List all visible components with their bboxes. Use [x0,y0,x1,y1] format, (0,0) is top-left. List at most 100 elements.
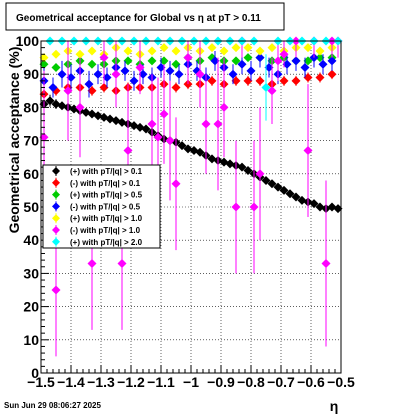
data-point [231,56,241,66]
data-point [147,119,157,129]
data-point [45,96,55,106]
x-tick-label: −1.4 [57,374,85,390]
data-point [267,179,277,189]
chart-title: Geometrical acceptance for Global vs η a… [16,13,261,24]
y-tick-label: 80 [23,99,39,115]
legend-label: (+) with pT/|q| > 0.1 [70,167,143,176]
x-tick-label: −1.2 [117,374,145,390]
legend-label: (-) with pT/|q| > 0.1 [70,179,141,188]
data-point [207,76,217,86]
data-point [147,46,157,56]
data-point [156,63,166,73]
data-point [51,49,61,59]
data-point [327,56,337,66]
data-point [255,76,265,86]
x-tick-label: −1 [183,374,199,390]
series-0 [39,94,343,214]
data-point [243,165,253,175]
data-point [279,49,289,59]
data-point [231,202,241,212]
legend-label: (-) with pT/|q| > 1.0 [70,226,141,235]
y-tick-label: 30 [23,265,39,281]
data-point [264,63,274,73]
data-point [231,76,241,86]
data-point [318,59,328,69]
data-point [210,56,220,66]
data-point [87,258,97,268]
data-point [243,43,253,53]
data-point [159,43,169,53]
x-tick-label: −1.3 [87,374,115,390]
data-point [273,182,283,192]
x-tick-label: −0.9 [207,374,235,390]
data-point [159,56,169,66]
x-axis: −1.5 −1.4 −1.3 −1.2 −1.1 −1 −0.9 −0.8 −0.7 −0.6 −0… [27,365,355,390]
data-point [207,43,217,53]
data-point [243,53,253,63]
legend-marker [52,237,60,246]
y-tick-label: 90 [23,66,39,82]
x-tick-label: −0.6 [297,374,325,390]
data-point [279,185,289,195]
data-point [315,73,325,83]
data-point [261,82,271,92]
x-axis-title: η [330,398,339,414]
data-point [201,119,211,129]
data-point [123,46,133,56]
data-point [291,192,301,202]
data-point [255,53,265,63]
data-point [327,69,337,79]
x-tick-label: −0.7 [267,374,295,390]
plot-grid [41,41,341,373]
legend-label: (+) with pT/|q| > 0.5 [70,191,143,200]
y-tick-label: 60 [23,166,39,182]
legend-marker [52,214,60,223]
data-point [303,56,313,66]
data-point [51,63,61,73]
y-tick-label: 20 [23,299,39,315]
x-tick-label: −1.1 [147,374,175,390]
legend-label: (+) with pT/|q| > 2.0 [70,238,143,247]
data-point [123,146,133,156]
data-point [291,56,301,66]
legend-marker [52,202,60,211]
data-point [39,53,49,63]
title-box [5,2,285,31]
data-point [87,86,97,96]
x-tick-label: −0.8 [237,374,265,390]
data-point [171,59,181,69]
y-axis-title: Geometrical acceptance (%) [6,47,22,234]
y-tick-label: 40 [23,232,39,248]
y-tick-label: 100 [16,33,40,49]
data-point [51,285,61,295]
data-point [129,76,139,86]
data-point [39,132,49,142]
legend-entry: (+) with pT/|q| > 0.1 [52,166,143,176]
data-point [75,102,85,112]
legend-label: (+) with pT/|q| > 1.0 [70,214,143,223]
data-point [219,46,229,56]
data-point [183,53,193,63]
data-point [273,56,283,66]
data-point [165,66,175,76]
data-point [255,169,265,179]
data-point [300,63,310,73]
data-point [237,59,247,69]
legend: (+) with pT/|q| > 0.1 (-) with pT/|q| > 0… [42,164,161,249]
data-point [75,49,85,59]
data-point [267,43,277,53]
data-point [147,56,157,66]
legend-marker [52,178,60,187]
data-point [228,69,238,79]
data-point [141,124,151,134]
data-point [135,63,145,73]
data-point [261,175,271,185]
data-point [171,179,181,189]
data-point [120,66,130,76]
data-point [87,46,97,56]
y-tick-label: 70 [23,133,39,149]
legend-marker [52,167,60,175]
data-point [282,59,292,69]
legend-entry: (+) with pT/|q| > 1.0 [52,213,143,224]
